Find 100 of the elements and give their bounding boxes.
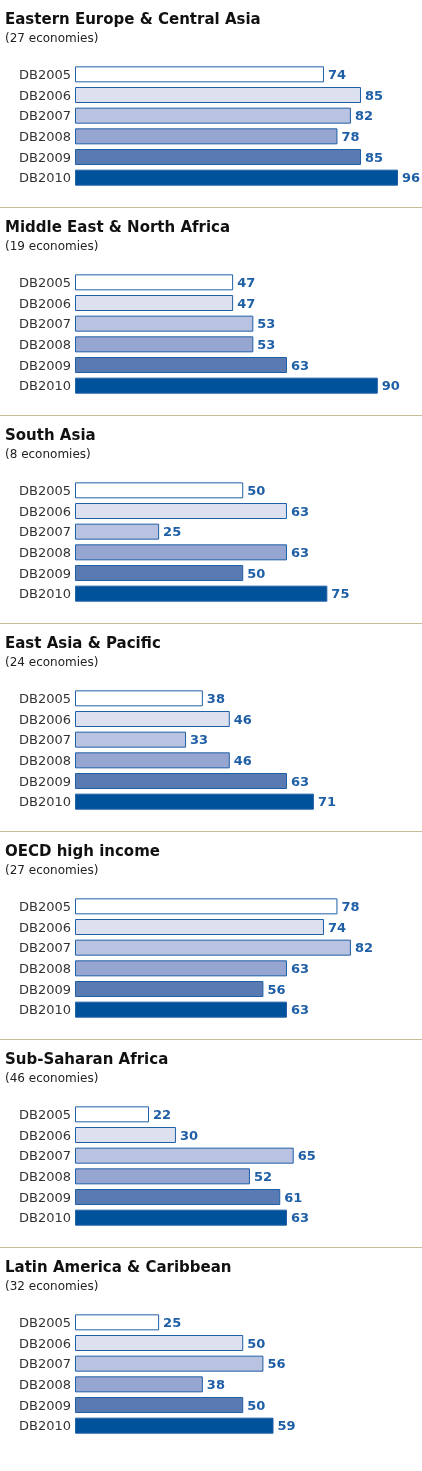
data-label: 96 (402, 170, 421, 186)
y-tick-label: DB2009 (18, 565, 71, 581)
y-tick-label: DB2008 (18, 128, 71, 144)
bar (75, 752, 230, 769)
bar (75, 315, 254, 332)
y-tick-label: DB2010 (18, 1210, 71, 1226)
data-label: 52 (253, 1168, 273, 1184)
data-label: 63 (290, 1210, 310, 1226)
y-tick-label: DB2009 (18, 1189, 71, 1205)
y-tick-label: DB2006 (18, 87, 71, 103)
bar (75, 149, 361, 165)
data-label: 38 (206, 690, 225, 706)
y-tick-label: DB2005 (18, 66, 71, 82)
data-label: 61 (284, 1189, 303, 1205)
data-label: 63 (290, 960, 310, 976)
bar (75, 87, 361, 103)
y-tick-label: DB2005 (18, 482, 71, 498)
bar (75, 731, 187, 748)
data-label: 65 (297, 1148, 316, 1164)
bar (75, 377, 378, 394)
bar (75, 1355, 264, 1372)
data-label: 78 (341, 128, 360, 144)
data-label: 63 (290, 1002, 310, 1018)
y-tick-label: DB2006 (18, 919, 71, 935)
data-label: 74 (327, 66, 347, 82)
bar (75, 169, 398, 186)
chart-subtitle: (32 economies) (5, 1279, 99, 1293)
bar (75, 793, 314, 810)
bar (75, 981, 264, 997)
bar (75, 66, 324, 83)
bar (75, 1106, 150, 1123)
bar (75, 898, 338, 915)
data-label: 85 (364, 87, 384, 103)
y-tick-label: DB2007 (18, 108, 71, 124)
y-tick-label: DB2010 (18, 378, 71, 394)
data-label: 50 (247, 1397, 266, 1413)
y-tick-label: DB2008 (18, 1168, 71, 1184)
chart-subtitle: (27 economies) (5, 31, 99, 45)
y-tick-label: DB2005 (18, 898, 71, 914)
data-label: 22 (153, 1106, 172, 1122)
bar (75, 1417, 274, 1434)
chart-title: Sub-Saharan Africa (5, 1049, 169, 1068)
bar (75, 773, 287, 789)
y-tick-label: DB2006 (18, 1335, 71, 1351)
data-label: 90 (381, 378, 400, 394)
bar (75, 690, 203, 707)
y-tick-label: DB2007 (18, 732, 71, 748)
bar (75, 128, 338, 145)
data-label: 56 (267, 1356, 286, 1372)
data-label: 59 (277, 1418, 296, 1434)
bar (75, 482, 244, 499)
y-tick-label: DB2007 (18, 1356, 71, 1372)
bar (75, 1168, 250, 1185)
bar (75, 1147, 294, 1164)
bar (75, 523, 160, 540)
y-tick-label: DB2008 (18, 752, 71, 768)
bar (75, 295, 234, 311)
chart-title: Middle East & North Africa (5, 217, 231, 236)
data-label: 53 (257, 336, 276, 352)
data-label: 63 (290, 773, 310, 789)
y-tick-label: DB2009 (18, 1397, 71, 1413)
chart-title: South Asia (5, 425, 96, 444)
bar (75, 711, 230, 727)
y-tick-label: DB2009 (18, 357, 71, 373)
y-tick-label: DB2007 (18, 940, 71, 956)
y-tick-label: DB2008 (18, 544, 71, 560)
y-tick-label: DB2006 (18, 295, 71, 311)
y-tick-label: DB2005 (18, 1314, 71, 1330)
data-label: 78 (341, 898, 360, 914)
data-label: 85 (364, 149, 384, 165)
bar (75, 1209, 287, 1226)
y-tick-label: DB2010 (18, 586, 71, 602)
bar (75, 503, 287, 519)
chart-subtitle: (24 economies) (5, 655, 99, 669)
chart-title: East Asia & Pacific (5, 633, 161, 652)
bar (75, 544, 287, 561)
chart-title: Eastern Europe & Central Asia (5, 9, 261, 28)
y-tick-label: DB2006 (18, 711, 71, 727)
y-tick-label: DB2006 (18, 1127, 71, 1143)
bar (75, 1189, 281, 1205)
bar (75, 1397, 244, 1413)
bar (75, 919, 324, 935)
y-tick-label: DB2007 (18, 316, 71, 332)
bar (75, 960, 287, 977)
bar (75, 107, 351, 124)
bar (75, 939, 351, 956)
data-label: 63 (290, 544, 310, 560)
data-label: 82 (354, 108, 373, 124)
bar (75, 585, 328, 602)
y-tick-label: DB2006 (18, 503, 71, 519)
bar (75, 1001, 287, 1018)
y-tick-label: DB2010 (18, 170, 71, 186)
data-label: 56 (267, 981, 286, 997)
chart-subtitle: (19 economies) (5, 239, 99, 253)
y-tick-label: DB2010 (18, 1418, 71, 1434)
bar (75, 1314, 160, 1331)
bar (75, 274, 234, 291)
y-tick-label: DB2009 (18, 981, 71, 997)
data-label: 63 (290, 503, 310, 519)
chart-title: Latin America & Caribbean (5, 1257, 232, 1276)
